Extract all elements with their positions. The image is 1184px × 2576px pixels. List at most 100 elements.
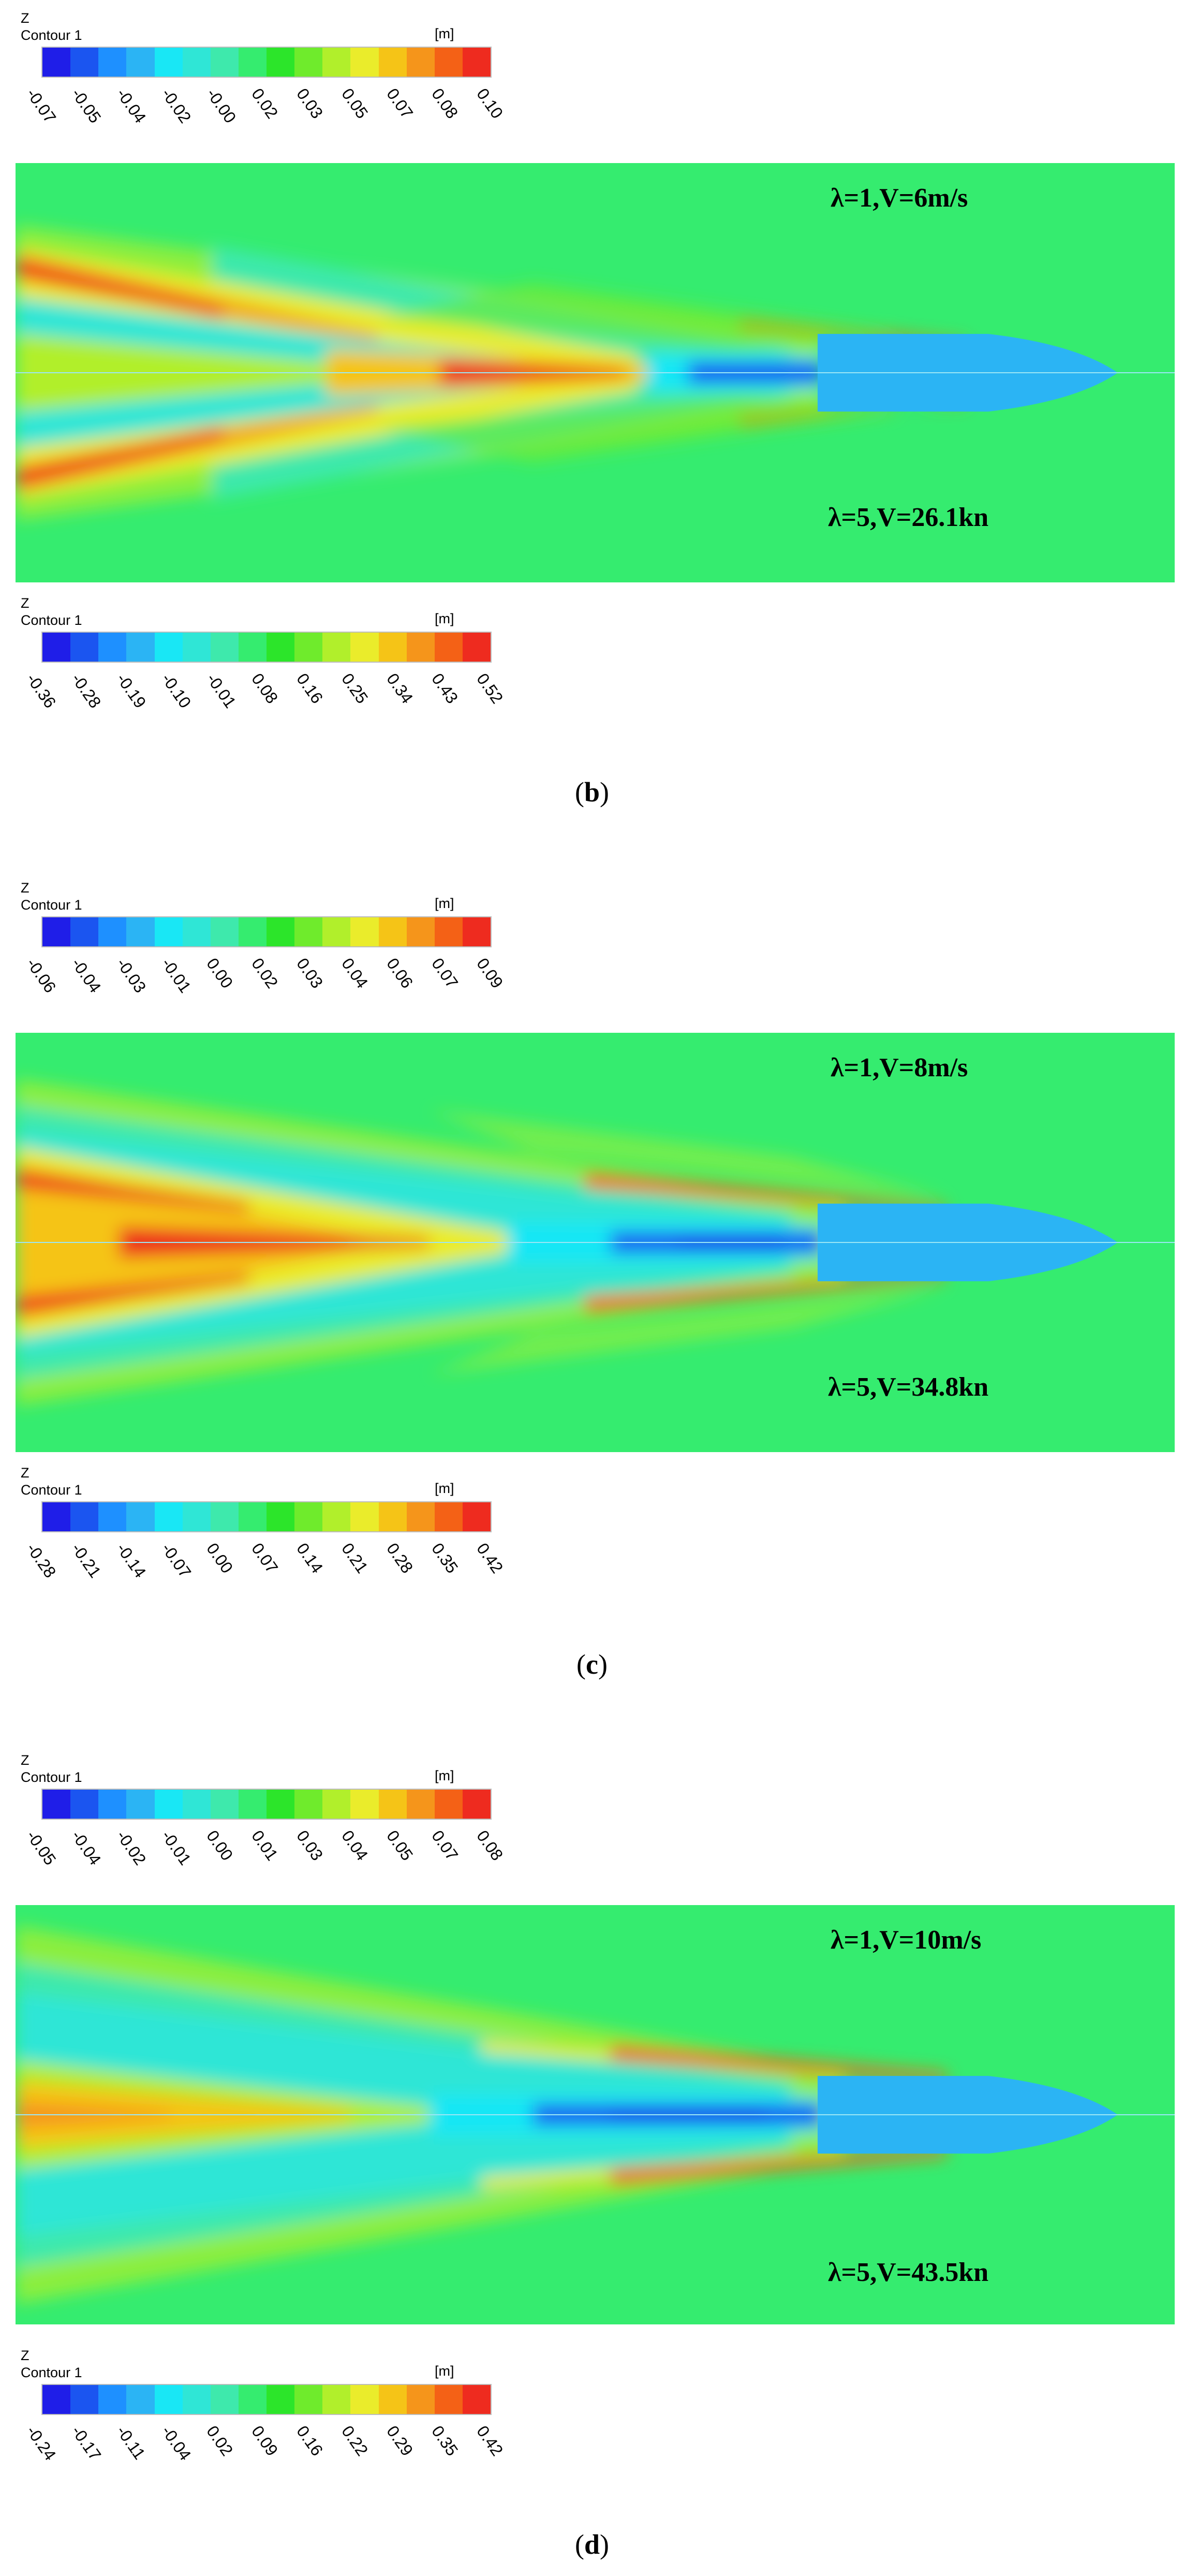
figure-caption-b: (b) (574, 777, 609, 808)
tick-label: -0.10 (158, 669, 195, 712)
tick-label: -0.01 (158, 1826, 195, 1869)
tick-label: -0.03 (113, 954, 150, 997)
colorbar-segment (406, 1502, 435, 1531)
prototype-condition-label: λ=5,V=34.8kn (828, 1372, 989, 1402)
tick-label: -0.04 (68, 1826, 105, 1869)
colorbar-segment (406, 48, 435, 77)
legend-axis-label: Z (21, 1752, 29, 1768)
colorbar-segment (322, 1502, 351, 1531)
colorbar-segment (294, 48, 323, 77)
tick-label: 0.02 (203, 2422, 237, 2460)
colorbar-segment (154, 48, 183, 77)
tick-label: -0.04 (158, 2422, 195, 2464)
tick-label: 0.25 (338, 669, 372, 707)
colorbar-segment (322, 48, 351, 77)
tick-label: 0.02 (248, 84, 282, 122)
tick-label: -0.36 (23, 669, 60, 712)
colorbar-segment (350, 48, 379, 77)
legend-c-bottom: Z Contour 1 [m] -0.28 -0.21 -0.14 -0.07 … (21, 1465, 507, 1620)
colorbar-segment (294, 633, 323, 662)
colorbar-segment (434, 1790, 463, 1819)
tick-label: 0.00 (203, 1539, 237, 1577)
colorbar-segment (154, 1502, 183, 1531)
prototype-condition-label: λ=5,V=43.5kn (828, 2258, 989, 2287)
colorbar-segment (70, 917, 99, 946)
legend-unit: [m] (435, 1481, 454, 1496)
colorbar-segment (210, 633, 239, 662)
colorbar-segment (294, 1790, 323, 1819)
colorbar-segment (434, 633, 463, 662)
model-condition-label: λ=1,V=10m/s (831, 1925, 982, 1955)
colorbar-segment (210, 917, 239, 946)
colorbar-ticks: -0.07 -0.05 -0.04 -0.02 -0.00 0.02 0.03 … (23, 84, 507, 148)
tick-label: 0.00 (203, 1826, 237, 1864)
colorbar-segment (350, 1502, 379, 1531)
colorbar-segment (154, 917, 183, 946)
colorbar-segment (126, 48, 155, 77)
colorbar-ticks: -0.05 -0.04 -0.02 -0.01 0.00 0.01 0.03 0… (23, 1826, 507, 1890)
legend-unit: [m] (435, 2363, 454, 2379)
legend-unit: [m] (435, 611, 454, 626)
colorbar-segment (238, 1790, 267, 1819)
tick-label: -0.05 (23, 1826, 60, 1869)
tick-label: 0.42 (473, 2422, 507, 2460)
colorbar-segment (126, 1502, 155, 1531)
colorbar-segment (70, 1790, 99, 1819)
tick-label: -0.28 (68, 669, 105, 712)
legend-title: Contour 1 (21, 2365, 82, 2380)
tick-label: -0.06 (23, 954, 60, 997)
colorbar-segment (267, 2385, 295, 2414)
colorbar-segment (154, 633, 183, 662)
colorbar-segment (182, 917, 211, 946)
tick-label: -0.19 (113, 669, 150, 712)
wave-elevation-field (16, 163, 1175, 582)
tick-label: 0.07 (428, 954, 462, 992)
colorbar-segment (126, 633, 155, 662)
colorbar-segment (434, 1502, 463, 1531)
legend-axis-label: Z (21, 10, 29, 26)
tick-label: 0.05 (338, 84, 372, 122)
tick-label: 0.16 (293, 2422, 327, 2460)
tick-label: -0.01 (203, 669, 240, 712)
tick-label: 0.08 (428, 84, 462, 122)
figure-caption-c: (c) (576, 1649, 608, 1680)
tick-label: 0.04 (338, 1826, 372, 1864)
tick-label: 0.03 (293, 1826, 327, 1864)
contour-plot-d: λ=1,V=10m/s λ=5,V=43.5kn (16, 1905, 1175, 2324)
colorbar-ticks: -0.36 -0.28 -0.19 -0.10 -0.01 0.08 0.16 … (23, 669, 507, 733)
tick-label: 0.14 (293, 1539, 327, 1577)
legend-b-top: Z Contour 1 [m] -0.07 -0.05 -0.04 -0.02 … (21, 10, 507, 166)
colorbar-segment (462, 917, 491, 946)
tick-label: 0.34 (383, 669, 417, 707)
colorbar-segment (406, 1790, 435, 1819)
colorbar-segment (42, 1790, 71, 1819)
legend-c-top: Z Contour 1 [m] -0.06 -0.04 -0.03 -0.01 … (21, 880, 507, 1035)
colorbar-segment (434, 2385, 463, 2414)
colorbar-segment (70, 633, 99, 662)
colorbar-segment (267, 1502, 295, 1531)
colorbar-segment (182, 48, 211, 77)
colorbar-segment (294, 917, 323, 946)
contour-plot-c: λ=1,V=8m/s λ=5,V=34.8kn (16, 1033, 1175, 1452)
colorbar-segment (267, 633, 295, 662)
legend-axis-label: Z (21, 1465, 29, 1481)
tick-label: 0.01 (248, 1826, 282, 1864)
colorbar-segment (378, 48, 407, 77)
tick-label: -0.07 (158, 1539, 195, 1582)
legend-title: Contour 1 (21, 1482, 82, 1498)
colorbar-segment (462, 48, 491, 77)
tick-label: 0.28 (383, 1539, 417, 1577)
legend-b-bottom: Z Contour 1 [m] -0.36 -0.28 -0.19 -0.10 … (21, 595, 507, 751)
colorbar-segment (378, 2385, 407, 2414)
legend-unit: [m] (435, 1768, 454, 1783)
colorbar-segment (98, 2385, 127, 2414)
tick-label: 0.43 (428, 669, 462, 707)
colorbar-segment (210, 48, 239, 77)
tick-label: -0.04 (113, 84, 150, 127)
tick-label: 0.05 (383, 1826, 417, 1864)
colorbar (41, 632, 492, 663)
colorbar-segment (434, 48, 463, 77)
colorbar-segment (267, 48, 295, 77)
tick-label: 0.07 (248, 1539, 282, 1577)
colorbar-segment (322, 1790, 351, 1819)
